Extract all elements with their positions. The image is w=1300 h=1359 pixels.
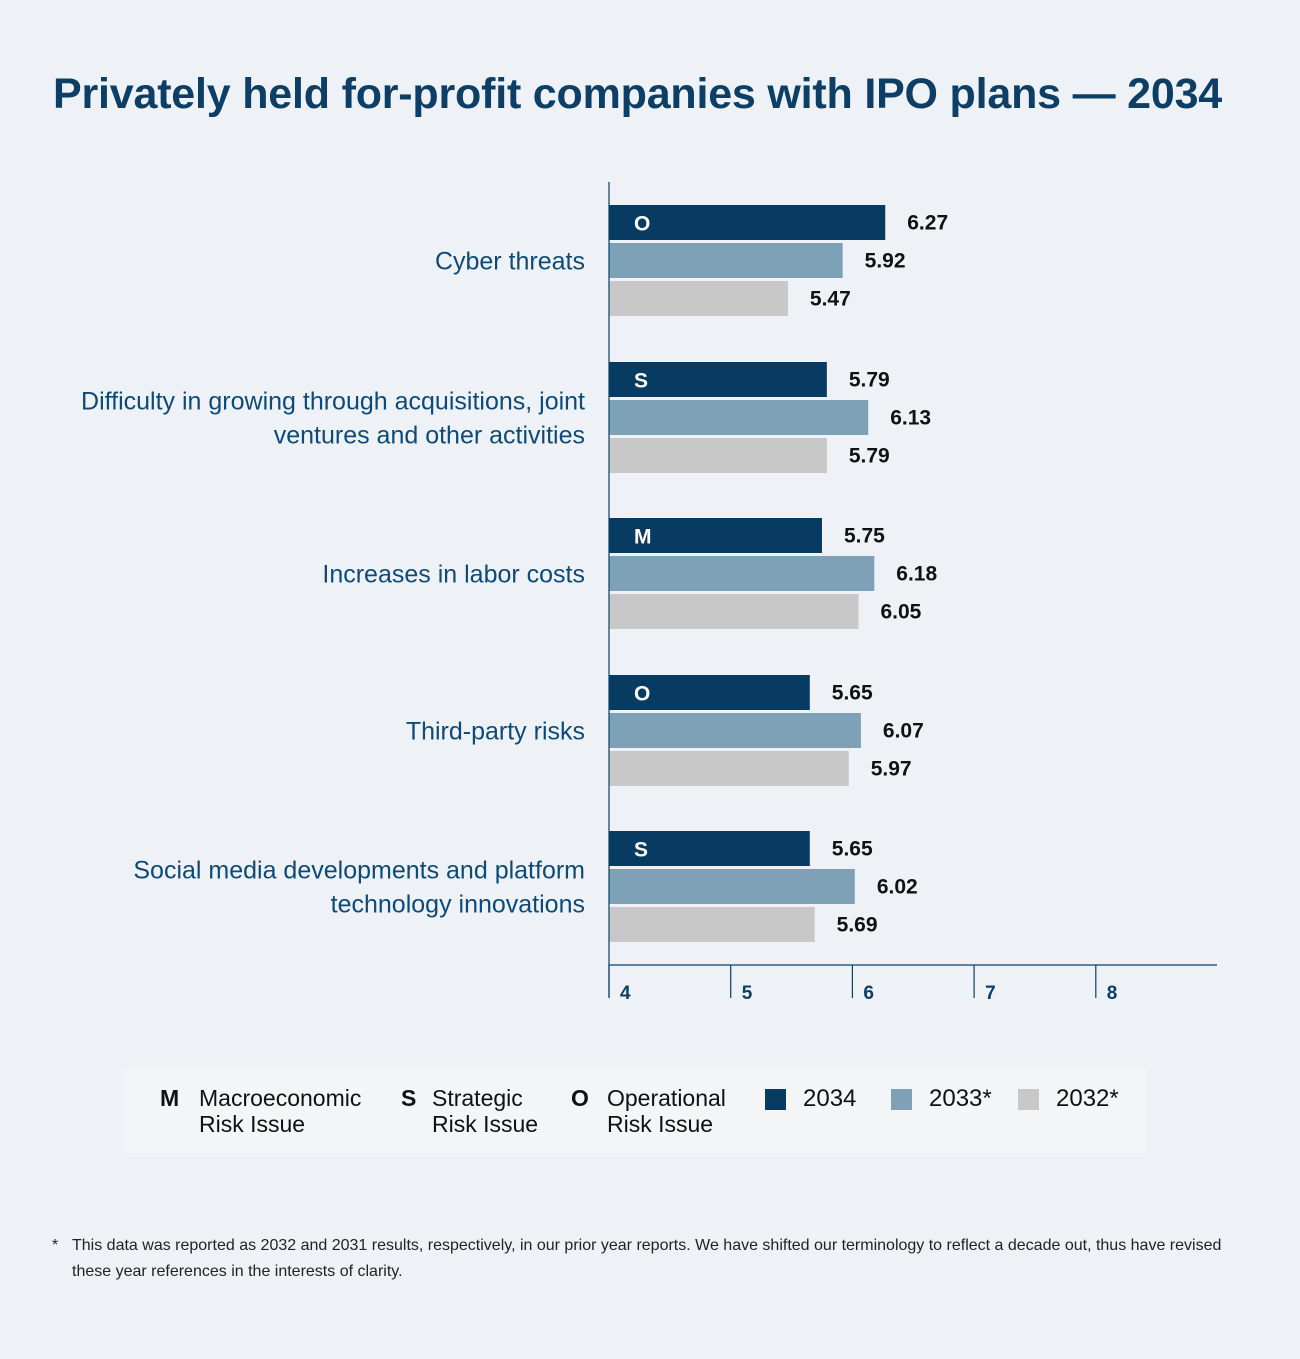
- bar-2033: [609, 869, 855, 904]
- bar-2033: [609, 556, 875, 591]
- bar-2034: [609, 831, 810, 866]
- chart-title: Privately held for-profit companies with…: [53, 70, 1223, 118]
- footnote: * This data was reported as 2032 and 203…: [52, 1233, 1232, 1285]
- bar-2033: [609, 400, 869, 435]
- x-tick-label: 8: [1107, 983, 1118, 1004]
- bar-2033: [609, 713, 861, 748]
- bar-2033: [609, 243, 843, 278]
- x-tick-label: 7: [985, 983, 996, 1004]
- category-label-line: Increases in labor costs: [322, 561, 585, 589]
- data-label: 6.07: [883, 720, 924, 743]
- data-label: 5.92: [865, 250, 906, 273]
- legend-swatch-2033: [891, 1089, 912, 1110]
- data-label: 5.65: [832, 682, 873, 705]
- data-label: 5.47: [810, 288, 851, 311]
- legend-operational-text: Operational Risk Issue: [607, 1085, 726, 1137]
- bar-chart: 6.27 O 5.92 5.47 5.79 S 6.135.79 5.75 M 6.18 6.05 5…: [81, 182, 1217, 1004]
- legend-strategic-letter: S: [401, 1085, 417, 1111]
- data-label: 6.27: [907, 212, 948, 235]
- data-label: 6.05: [880, 601, 921, 624]
- category-label-line: Cyber threats: [435, 248, 585, 276]
- bar-2034: [609, 362, 827, 397]
- legend-swatch-2032: [1018, 1089, 1039, 1110]
- x-tick-label: 4: [620, 983, 631, 1004]
- category-label-line: Social media developments and platform: [133, 857, 585, 885]
- category-label: Third-party risks: [406, 718, 585, 746]
- data-label: 5.69: [837, 914, 878, 937]
- risk-type-tag: O: [634, 683, 650, 706]
- category-label: Social media developments and platform te…: [133, 857, 585, 919]
- category-label-line: Difficulty in growing through acquisitio…: [81, 388, 585, 416]
- data-label: 5.79: [849, 369, 890, 392]
- risk-type-tag: S: [634, 370, 648, 393]
- legend-label-2032: 2032*: [1056, 1085, 1119, 1112]
- bar-2034: [609, 518, 822, 553]
- x-tick-label: 5: [742, 983, 753, 1004]
- risk-type-tag: S: [634, 839, 648, 862]
- footnote-text: This data was reported as 2032 and 2031 …: [72, 1237, 1222, 1280]
- data-label: 5.79: [849, 445, 890, 468]
- legend-macro-letter: M: [160, 1085, 180, 1111]
- category-label: Cyber threats: [435, 248, 585, 276]
- footnote-marker: *: [52, 1237, 59, 1254]
- legend-label-2034: 2034: [803, 1085, 857, 1112]
- category-label: Difficulty in growing through acquisitio…: [81, 388, 585, 450]
- bar-2032: [609, 594, 859, 629]
- data-label: 5.97: [871, 758, 912, 781]
- legend-label-2033: 2033*: [929, 1085, 992, 1112]
- legend-macro-text: Macroeconomic Risk Issue: [199, 1085, 362, 1137]
- bar-2032: [609, 907, 815, 942]
- risk-type-tag: M: [634, 526, 652, 549]
- data-label: 6.18: [896, 563, 937, 586]
- bar-2034: [609, 675, 810, 710]
- risk-type-tag: O: [634, 213, 650, 236]
- bar-2032: [609, 751, 849, 786]
- category-label-line: technology innovations: [331, 891, 585, 919]
- data-label: 6.13: [890, 407, 931, 430]
- bar-2032: [609, 438, 827, 473]
- category-label-line: Third-party risks: [406, 718, 585, 746]
- bar-2032: [609, 281, 788, 316]
- category-label: Increases in labor costs: [322, 561, 585, 589]
- x-tick-label: 6: [863, 983, 874, 1004]
- data-label: 6.02: [877, 876, 918, 899]
- data-label: 5.75: [844, 525, 885, 548]
- legend-swatch-2034: [765, 1089, 786, 1110]
- legend-strategic-text: Strategic Risk Issue: [432, 1085, 539, 1137]
- legend: M Macroeconomic Risk Issue S Strategic R…: [125, 1069, 1146, 1153]
- legend-operational-letter: O: [571, 1085, 589, 1111]
- data-label: 5.65: [832, 838, 873, 861]
- bar-2034: [609, 205, 886, 240]
- category-label-line: ventures and other activities: [274, 422, 585, 450]
